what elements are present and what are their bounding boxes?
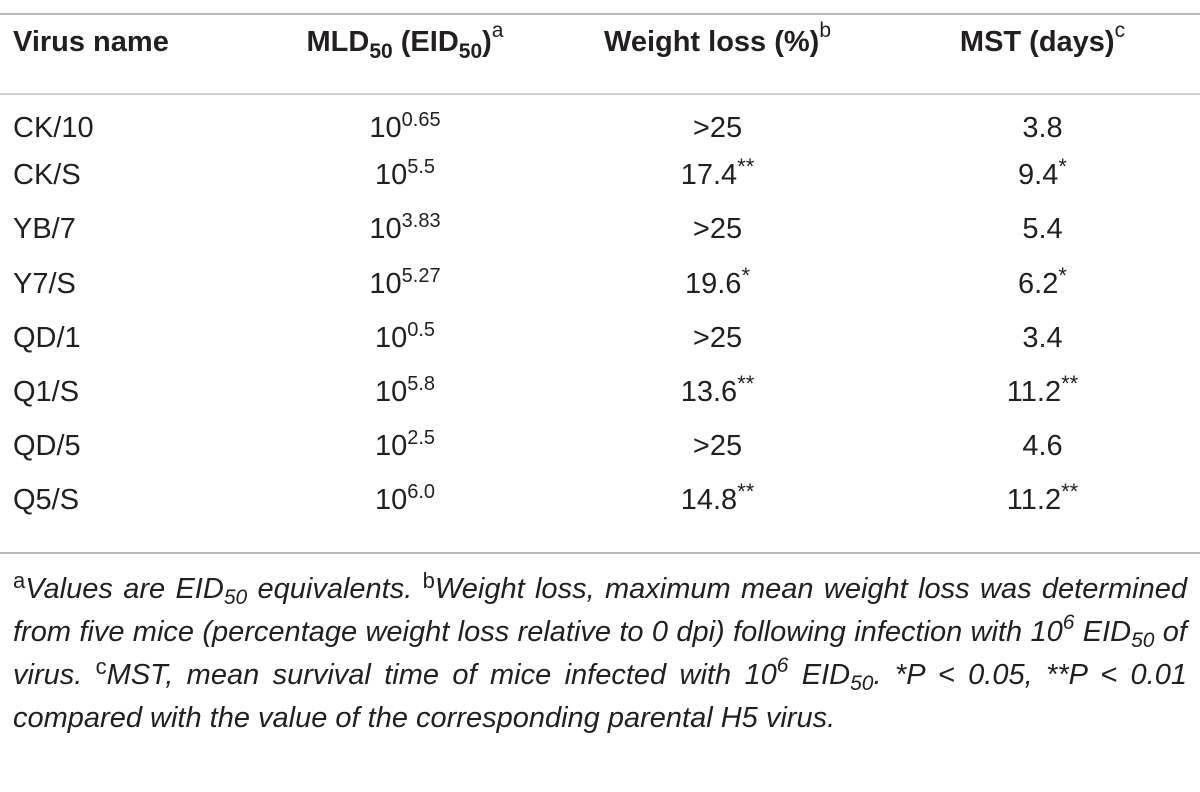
cell-virus-name: YB/7 (13, 213, 76, 246)
cell-mst: 11.2** (1006, 371, 1079, 409)
cell-weight-loss: >25 (692, 112, 743, 145)
cell-mld50: 105.5 (374, 156, 436, 192)
header-weight-loss: Weight loss (%)b (603, 19, 832, 58)
cell-mld50: 106.0 (374, 481, 436, 517)
cell-virus-name: Q1/S (13, 376, 80, 409)
table-header: Virus name MLD50 (EID50)a Weight loss (%… (0, 0, 1200, 94)
cell-virus-name: Q5/S (13, 484, 80, 517)
table-row: QD/1 100.5 >25 3.4 (0, 311, 1200, 365)
table-body: CK/10 100.65 >25 3.8 CK/S 105.5 17.4** 9.4* YB/7… (0, 94, 1200, 528)
cell-weight-loss: 14.8** (680, 479, 755, 517)
cell-mst: 6.2* (1018, 262, 1067, 300)
table-row: CK/S 105.5 17.4** 9.4* (0, 148, 1200, 202)
header-mst: MST (days)c (959, 19, 1126, 58)
cell-mst: 5.4 (1022, 213, 1063, 246)
cell-mld50: 105.8 (374, 373, 436, 409)
table-row: Q1/S 105.8 13.6** 11.2** (0, 365, 1200, 419)
cell-mst: 3.8 (1022, 112, 1063, 145)
cell-virus-name: QD/1 (13, 321, 81, 354)
table-row: CK/10 100.65 >25 3.8 (0, 94, 1200, 148)
cell-virus-name: QD/5 (13, 430, 81, 463)
virulence-table: Virus name MLD50 (EID50)a Weight loss (%… (0, 0, 1200, 528)
cell-mst: 3.4 (1022, 321, 1063, 354)
table-row: Q5/S 106.0 14.8** 11.2** (0, 473, 1200, 527)
header-mld50: MLD50 (EID50)a (306, 19, 504, 63)
table-header-rule (0, 93, 1200, 95)
cell-weight-loss: 19.6* (684, 262, 750, 300)
cell-weight-loss: >25 (692, 213, 743, 246)
table-footnote: aValues are EID50 equivalents. bWeight l… (13, 568, 1188, 735)
cell-mst: 4.6 (1022, 430, 1063, 463)
cell-mld50: 105.27 (369, 264, 441, 300)
cell-weight-loss: 13.6** (680, 371, 755, 409)
cell-virus-name: CK/S (13, 159, 81, 192)
cell-mld50: 100.5 (374, 318, 436, 354)
table-row: QD/5 102.5 >25 4.6 (0, 419, 1200, 473)
header-virus-name: Virus name (13, 26, 169, 58)
table-row: YB/7 103.83 >25 5.4 (0, 202, 1200, 256)
cell-virus-name: CK/10 (13, 112, 94, 145)
cell-mld50: 100.65 (369, 109, 441, 145)
cell-weight-loss: 17.4** (680, 154, 755, 192)
cell-virus-name: Y7/S (13, 267, 76, 300)
cell-mst: 9.4* (1018, 154, 1067, 192)
cell-mst: 11.2** (1006, 479, 1079, 517)
table-top-rule (0, 13, 1200, 15)
cell-mld50: 102.5 (374, 427, 436, 463)
cell-mld50: 103.83 (369, 210, 441, 246)
table-bottom-rule (0, 552, 1200, 554)
cell-weight-loss: >25 (692, 430, 743, 463)
cell-weight-loss: >25 (692, 321, 743, 354)
header-row: Virus name MLD50 (EID50)a Weight loss (%… (0, 0, 1200, 94)
table-row: Y7/S 105.27 19.6* 6.2* (0, 257, 1200, 311)
